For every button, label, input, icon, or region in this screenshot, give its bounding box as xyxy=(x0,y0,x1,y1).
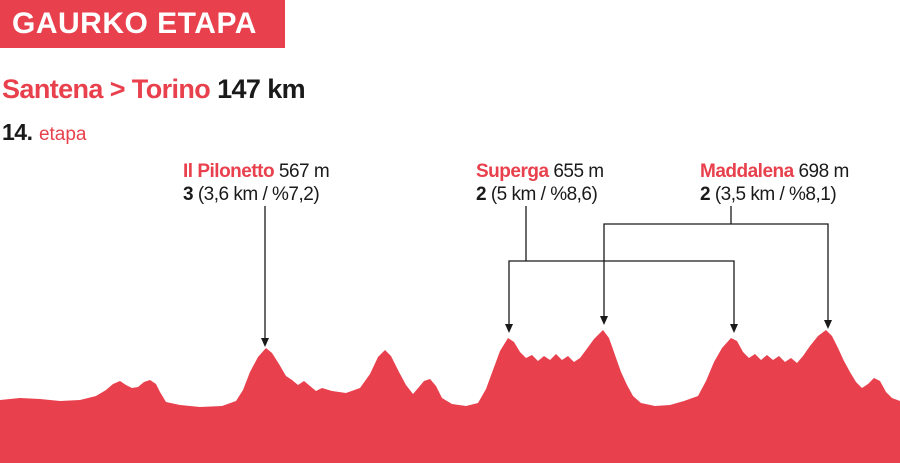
climb-name: Il Pilonetto xyxy=(183,161,275,182)
arrowheads xyxy=(261,316,832,347)
climb-altitude: 567 m xyxy=(278,161,330,182)
arrow-pilonetto xyxy=(261,338,269,347)
connector-maddalena-left xyxy=(603,223,731,318)
climb-altitude: 698 m xyxy=(798,161,849,182)
climb-name: Maddalena xyxy=(700,161,794,182)
arrow-superga-1 xyxy=(505,324,513,333)
header-badge: GAURKO ETAPA xyxy=(0,0,285,48)
climb-label-pilonetto: Il Pilonetto 567 m 3 (3,6 km / %7,2) xyxy=(183,160,330,206)
climb-category: 3 xyxy=(183,184,194,205)
connector-lines xyxy=(264,206,829,340)
elevation-area xyxy=(0,330,900,463)
climb-label-maddalena: Maddalena 698 m 2 (3,5 km / %8,1) xyxy=(700,160,849,206)
arrow-superga-2 xyxy=(730,324,738,333)
route-places: Santena > Torino xyxy=(2,74,211,104)
stage-number: 14. xyxy=(2,119,33,145)
route-title: Santena > Torino 147 km xyxy=(2,72,306,106)
climb-detail: (5 km / %8,6) xyxy=(490,184,598,205)
stage-label: 14. etapa xyxy=(2,118,86,150)
stage-word: etapa xyxy=(38,124,87,145)
connector-superga-right xyxy=(526,260,735,326)
route-distance: 147 km xyxy=(217,74,306,104)
climb-category: 2 xyxy=(476,184,487,205)
climb-category: 2 xyxy=(700,184,711,205)
arrow-maddalena-2 xyxy=(824,320,832,329)
climb-name: Superga xyxy=(476,161,549,182)
climb-label-superga: Superga 655 m 2 (5 km / %8,6) xyxy=(476,160,604,206)
badge-title: GAURKO ETAPA xyxy=(12,7,257,40)
arrow-maddalena-1 xyxy=(600,316,608,325)
connector-maddalena-right xyxy=(731,223,829,322)
climb-detail: (3,6 km / %7,2) xyxy=(197,184,320,205)
climb-detail: (3,5 km / %8,1) xyxy=(714,184,837,205)
climb-altitude: 655 m xyxy=(553,161,604,182)
connector-superga-left xyxy=(508,260,526,326)
